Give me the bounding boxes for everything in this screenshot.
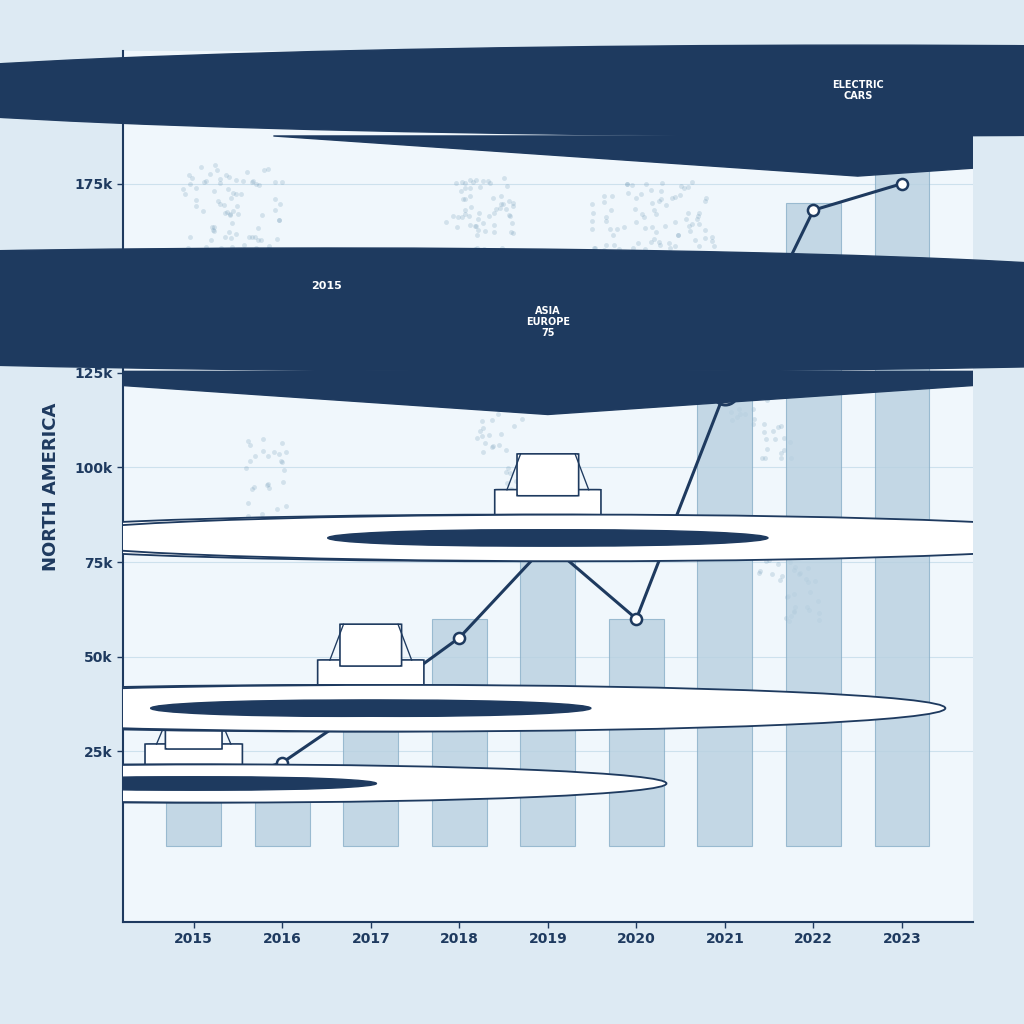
- Polygon shape: [0, 324, 813, 357]
- Text: ASIA
EUROPE
75: ASIA EUROPE 75: [526, 306, 569, 338]
- Circle shape: [0, 764, 613, 803]
- Bar: [786, 203, 841, 846]
- Polygon shape: [273, 136, 1024, 176]
- Bar: [255, 770, 309, 846]
- Bar: [432, 618, 486, 846]
- Bar: [520, 543, 575, 846]
- Circle shape: [11, 777, 324, 791]
- Circle shape: [328, 529, 710, 546]
- FancyBboxPatch shape: [145, 743, 243, 781]
- Circle shape: [65, 777, 377, 791]
- Circle shape: [151, 700, 532, 717]
- FancyBboxPatch shape: [517, 454, 579, 496]
- FancyBboxPatch shape: [495, 489, 601, 536]
- Circle shape: [209, 700, 591, 717]
- Circle shape: [0, 273, 1024, 372]
- FancyBboxPatch shape: [317, 659, 424, 707]
- Bar: [697, 392, 753, 846]
- Circle shape: [0, 45, 1024, 136]
- Circle shape: [0, 515, 1024, 561]
- Y-axis label: NORTH AMERICA: NORTH AMERICA: [42, 402, 60, 570]
- Polygon shape: [0, 372, 1024, 415]
- Circle shape: [0, 685, 945, 731]
- Bar: [166, 790, 221, 846]
- Circle shape: [0, 248, 1024, 324]
- Circle shape: [386, 529, 768, 546]
- Circle shape: [0, 685, 887, 731]
- FancyBboxPatch shape: [340, 625, 401, 666]
- Bar: [874, 165, 930, 846]
- Circle shape: [32, 515, 1024, 561]
- Text: 2015: 2015: [311, 281, 342, 291]
- FancyBboxPatch shape: [166, 715, 222, 749]
- Bar: [609, 618, 664, 846]
- Text: ELECTRIC
CARS: ELECTRIC CARS: [831, 80, 884, 101]
- Bar: [343, 714, 398, 846]
- Circle shape: [0, 764, 667, 803]
